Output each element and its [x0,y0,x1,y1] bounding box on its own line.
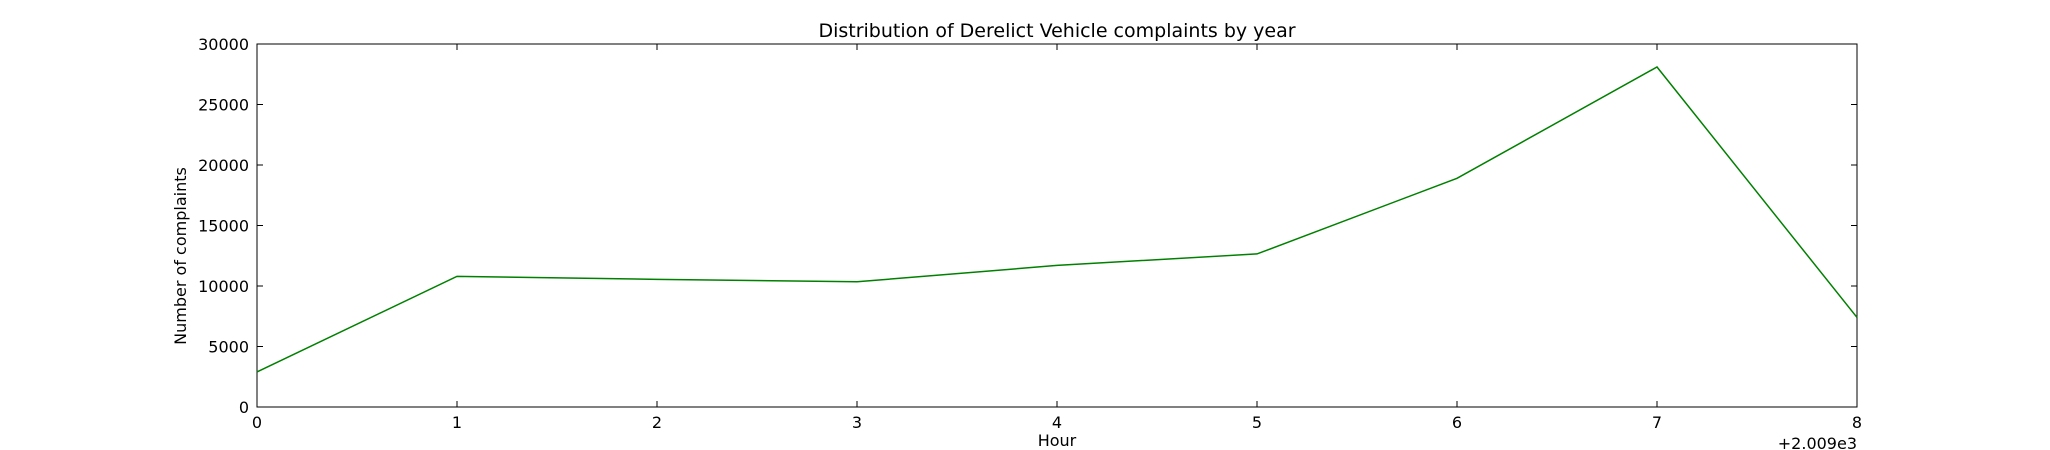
x-axis-label: Hour [1038,431,1077,450]
y-axis-label: Number of complaints [171,167,190,345]
x-tick-label: 0 [252,413,262,432]
x-offset-label: +2.009e3 [1778,434,1857,450]
x-tick-label: 2 [652,413,662,432]
x-tick-label: 5 [1252,413,1262,432]
series-line [256,66,1858,373]
y-tick-label: 30000 [198,35,249,54]
plot-area: 0 1 2 3 4 5 6 7 8 0 5000 10000 15000 20000 25000 30000 [198,35,1862,432]
y-tick-label: 10000 [198,277,249,296]
axes-frame [256,43,1858,408]
y-tick-label: 5000 [208,338,249,357]
y-tick-label: 20000 [198,156,249,175]
y-tick-label: 25000 [198,96,249,115]
x-tick-label: 3 [852,413,862,432]
x-tick-label: 4 [1052,413,1062,432]
x-tick-label: 1 [452,413,462,432]
y-tick-label: 0 [239,398,249,417]
chart-title: Distribution of Derelict Vehicle complai… [818,20,1295,42]
x-tick-label: 6 [1452,413,1462,432]
x-tick-label: 7 [1652,413,1662,432]
x-tick-label: 8 [1852,413,1862,432]
y-tick-label: 15000 [198,217,249,236]
